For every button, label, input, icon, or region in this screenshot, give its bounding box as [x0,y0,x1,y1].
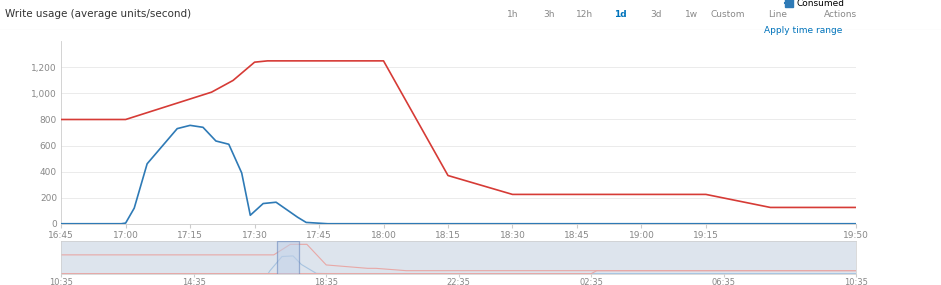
Text: 3h: 3h [543,10,554,19]
Bar [277,241,298,274]
Text: Line: Line [768,10,787,19]
Text: 3d: 3d [650,10,662,19]
Text: 1d: 1d [614,10,627,19]
Text: Actions: Actions [824,10,857,19]
Text: 1h: 1h [507,10,518,19]
Text: Write usage (average units/second): Write usage (average units/second) [5,9,191,19]
Text: Custom: Custom [710,10,744,19]
Text: 12h: 12h [576,10,593,19]
Text: Apply time range: Apply time range [764,26,842,35]
Legend: Provisioned, Consumed: Provisioned, Consumed [782,0,852,12]
Text: 1w: 1w [685,10,698,19]
